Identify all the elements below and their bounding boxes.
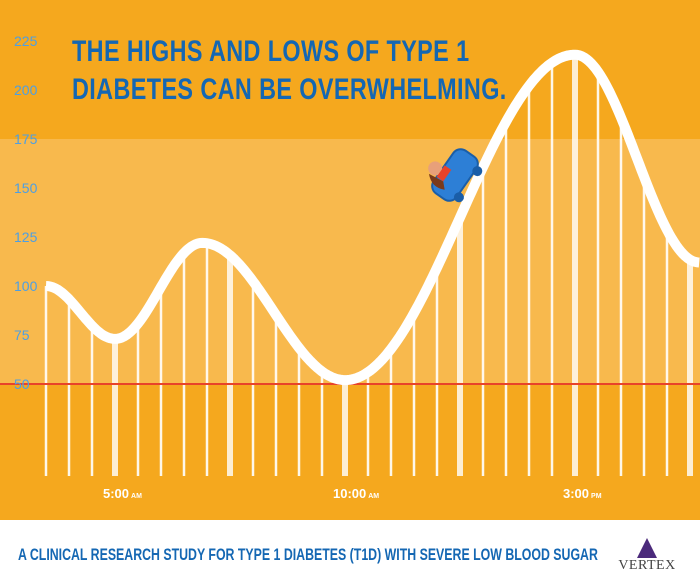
glucose-rollercoaster-chart: 225 200 175 150 125 100 75 50 5:00 AM 10:00 AM 3:00… (0, 0, 700, 520)
page-title: THE HIGHS AND LOWS OF TYPE 1 DIABETES CA… (72, 33, 507, 109)
title-line-1: THE HIGHS AND LOWS OF TYPE 1 (72, 35, 470, 68)
coaster-posts (44, 54, 693, 476)
vertex-logo: VERTEX (612, 536, 682, 576)
y-tick-label: 150 (14, 180, 38, 196)
y-tick-label: 125 (14, 229, 38, 245)
logo-wordmark: VERTEX (618, 558, 676, 573)
glucose-curve (43, 49, 700, 386)
x-axis-ticks: 5:00 AM 10:00 AM 3:00 PM (103, 486, 602, 501)
y-tick-label: 50 (14, 376, 30, 392)
title-line-2: DIABETES CAN BE OVERWHELMING. (72, 73, 507, 106)
y-tick-label: 75 (14, 327, 30, 343)
footer-tagline: A CLINICAL RESEARCH STUDY FOR TYPE 1 DIA… (18, 545, 598, 564)
target-range-band (0, 139, 700, 384)
rollercoaster-car-icon (428, 148, 483, 203)
y-tick-label: 175 (14, 131, 38, 147)
y-tick-label: 200 (14, 82, 38, 98)
y-tick-label: 225 (14, 33, 38, 49)
y-axis-ticks: 225 200 175 150 125 100 75 50 (14, 33, 38, 392)
y-tick-label: 100 (14, 278, 38, 294)
vertex-triangle-icon (637, 538, 657, 558)
